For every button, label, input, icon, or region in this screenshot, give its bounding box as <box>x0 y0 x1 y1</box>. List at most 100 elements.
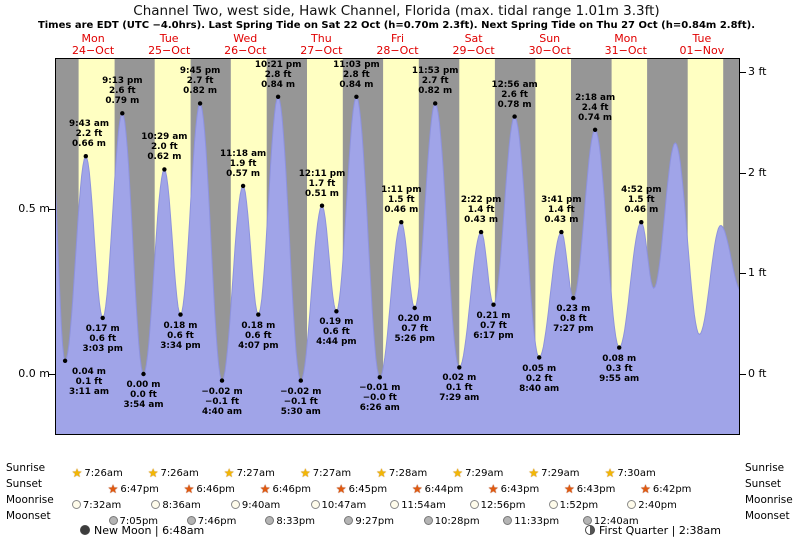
moonrise-entry: 11:54am <box>390 493 446 512</box>
tide-label-line: 0.20 m <box>397 314 432 324</box>
tide-label-line: 0.82 m <box>183 86 218 97</box>
tide-label-line: 4:40 am <box>201 406 243 417</box>
tide-extreme-dot <box>571 295 576 301</box>
moonrise-icon <box>151 500 161 509</box>
tide-label-line: 0.08 m <box>602 353 637 364</box>
moonset-entry: 8:33pm <box>265 509 315 528</box>
tide-label-line: 0.84 m <box>261 79 296 90</box>
sunrise-entry: ★ 7:28am <box>376 461 427 480</box>
sunset-entry: ★ 6:47pm <box>108 477 159 496</box>
moonrise-icon <box>627 500 637 509</box>
tide-high-label: 9:43 am 2.2 ft 0.66 m <box>56 119 122 149</box>
y-axis-tick-left: 0.5 m <box>18 202 50 215</box>
tide-low-label: 0.02 m 0.1 ft 7:29 am <box>426 373 492 403</box>
sunset-row-label-right: Sunset <box>745 478 782 490</box>
tide-label-line: 2.4 ft <box>581 102 609 113</box>
sunrise-entry: ★ 7:29am <box>452 461 503 480</box>
tide-label-line: 0.6 ft <box>323 327 350 338</box>
moonset-icon <box>186 516 196 525</box>
tide-label-line: 3:54 am <box>123 400 164 410</box>
day-date: 29−Oct <box>452 44 495 57</box>
sunset-row-label-left: Sunset <box>6 478 43 490</box>
tide-label-line: 4:52 pm <box>621 185 662 196</box>
day-of-week: Sat <box>464 32 483 45</box>
day-of-week: Wed <box>233 32 258 45</box>
tide-extreme-dot <box>240 183 246 189</box>
tide-low-label: 0.23 m 0.8 ft 7:27 pm <box>540 304 606 334</box>
day-label: Thu 27−Oct <box>283 33 359 57</box>
day-label: Sat 29−Oct <box>436 33 512 57</box>
tide-extreme-dot <box>559 229 564 235</box>
day-date: 26−Oct <box>224 44 267 57</box>
moonrise-entry: 1:52pm <box>548 493 598 512</box>
tide-low-label: −0.02 m −0.1 ft 4:40 am <box>189 387 255 417</box>
tide-label-line: 0.18 m <box>163 320 198 331</box>
tide-extreme-dot <box>592 127 598 132</box>
sunset-icon: ★ <box>259 482 271 496</box>
tick-mark <box>740 72 746 74</box>
tide-label-line: 0.74 m <box>578 112 613 123</box>
tide-label-line: 3:11 am <box>68 386 110 397</box>
tide-high-label: 2:18 am 2.4 ft 0.74 m <box>562 93 628 123</box>
moonset-entry: 10:28pm <box>423 509 480 528</box>
day-label: Sun 30−Oct <box>512 33 588 57</box>
chart-subtitle: Times are EDT (UTC −4.0hrs). Last Spring… <box>37 20 756 31</box>
moonrise-icon <box>71 500 81 509</box>
moonset-time: 7:46pm <box>197 516 237 527</box>
moonrise-icon <box>310 500 320 509</box>
moonrise-time: 2:40pm <box>638 500 677 511</box>
tide-high-label: 2:22 pm 1.4 ft 0.43 m <box>448 195 514 225</box>
tide-label-line: 0.7 ft <box>401 324 429 334</box>
sunset-time: 6:46pm <box>196 484 235 495</box>
day-date: 25−Oct <box>148 44 191 57</box>
sunset-entry: ★ 6:46pm <box>260 477 311 496</box>
new-moon-icon <box>80 525 90 535</box>
day-of-week: Fri <box>390 32 405 45</box>
tide-label-line: 0.82 m <box>418 86 453 97</box>
moonset-icon <box>108 516 118 525</box>
tide-label-line: 0.79 m <box>105 96 140 107</box>
tide-label-line: 3:34 pm <box>160 340 201 351</box>
tide-label-line: 0.46 m <box>624 205 659 216</box>
tide-high-label: 12:56 am 2.6 ft 0.78 m <box>482 80 548 110</box>
tide-label-line: 2.6 ft <box>501 89 528 100</box>
moonset-icon <box>344 516 354 525</box>
moon-phase-notes: New Moon | 6:48am First Quarter | 2:38am <box>0 524 793 539</box>
tide-extreme-dot <box>354 94 359 99</box>
day-date: 01−Nov <box>679 44 725 57</box>
tide-high-label: 11:03 pm 2.8 ft 0.84 m <box>323 60 389 90</box>
tide-extreme-dot <box>639 220 644 225</box>
tide-label-line: 0.23 m <box>556 304 591 315</box>
moonset-row: Moonset Moonset 7:05pm 7:46pm 8:33pm 9:27pm… <box>0 509 793 528</box>
moonset-entry: 12:40am <box>582 509 639 528</box>
tide-label-line: 0.21 m <box>476 310 511 321</box>
sunset-entry: ★ 6:43pm <box>488 477 539 496</box>
sunset-entry: ★ 6:43pm <box>564 477 615 496</box>
moonset-icon <box>423 516 433 525</box>
tide-label-line: 0.04 m <box>72 366 106 377</box>
tide-extreme-dot <box>334 309 339 314</box>
tide-label-line: 6:17 pm <box>473 330 514 341</box>
tide-high-label: 11:53 pm 2.7 ft 0.82 m <box>402 66 468 96</box>
sunset-icon: ★ <box>335 482 347 496</box>
tide-label-line: 4:44 pm <box>316 337 357 348</box>
sunrise-row-label-right: Sunrise <box>745 462 785 474</box>
tide-label-line: 0.2 ft <box>525 373 553 384</box>
tide-extreme-dot <box>617 345 622 350</box>
sunrise-icon: ★ <box>147 466 159 480</box>
tide-label-line: 1.4 ft <box>467 205 495 216</box>
sunrise-icon: ★ <box>376 466 387 480</box>
tide-label-line: 0.1 ft <box>75 376 103 387</box>
tide-label-line: 6:26 am <box>359 403 400 414</box>
tide-extreme-dot <box>256 312 261 317</box>
moonset-icon <box>265 516 275 525</box>
day-date: 30−Oct <box>528 44 571 57</box>
tide-extreme-dot <box>178 312 183 317</box>
moonrise-entry: 2:40pm <box>627 493 677 512</box>
tide-extreme-dot <box>457 365 462 370</box>
tide-label-line: 3:41 pm <box>541 195 582 206</box>
moonrise-time: 9:40am <box>241 500 281 511</box>
moonset-entry: 11:33pm <box>503 509 559 528</box>
moonrise-icon <box>390 500 400 509</box>
